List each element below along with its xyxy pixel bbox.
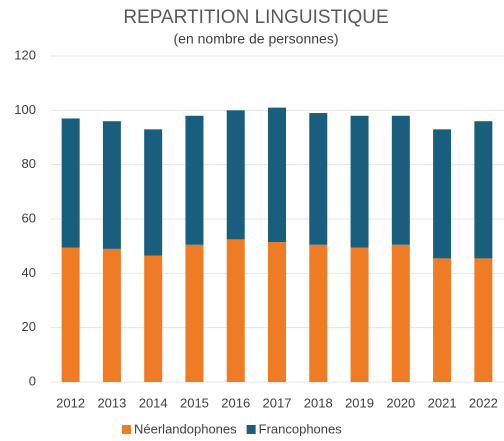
bar-segment	[102, 248, 121, 382]
bar-segment	[350, 247, 369, 382]
bar-segment	[268, 242, 286, 382]
x-tick-label: 2014	[139, 395, 168, 410]
bar-segment	[309, 113, 328, 245]
y-tick-label: 20	[22, 319, 36, 334]
bar-segment	[144, 129, 163, 256]
y-tick-label: 40	[22, 265, 36, 280]
bar-segment	[226, 110, 245, 240]
bar-segment	[144, 255, 163, 382]
x-tick-label: 2016	[221, 395, 250, 410]
bar-segment	[309, 244, 328, 382]
bar-segment	[391, 115, 410, 245]
bar-segment	[185, 244, 204, 382]
x-tick-label: 2018	[304, 395, 333, 410]
bar-segment	[226, 239, 245, 382]
chart-title: REPARTITION LINGUISTIQUE	[123, 7, 388, 28]
bar-segment	[474, 121, 493, 259]
x-tick-label: 2022	[469, 395, 498, 410]
y-tick-label: 120	[14, 47, 36, 62]
legend-label: Néerlandophones	[134, 421, 237, 436]
bar-segment	[433, 258, 452, 382]
bar-segment	[350, 115, 369, 248]
bar-segment	[185, 115, 204, 245]
chart-subtitle: (en nombre de personnes)	[174, 31, 339, 47]
x-tick-label: 2019	[345, 395, 374, 410]
x-tick-label: 2015	[180, 395, 209, 410]
x-tick-label: 2013	[97, 395, 126, 410]
y-tick-label: 60	[22, 210, 36, 225]
bar-segment	[391, 244, 410, 382]
bar-segment	[102, 121, 121, 249]
bar-segment	[61, 118, 80, 248]
bar-segment	[433, 129, 452, 259]
bar-segment	[61, 247, 80, 382]
x-tick-label: 2012	[56, 395, 85, 410]
bar-segment	[268, 107, 286, 243]
y-tick-label: 100	[14, 102, 36, 117]
x-tick-label: 2021	[428, 395, 457, 410]
bar-segment	[474, 258, 493, 382]
y-tick-label: 80	[22, 156, 36, 171]
legend-label: Francophones	[259, 421, 343, 436]
y-tick-label: 0	[29, 373, 36, 388]
x-tick-label: 2017	[263, 395, 292, 410]
x-tick-label: 2020	[386, 395, 415, 410]
legend-swatch	[246, 425, 256, 434]
legend-swatch	[122, 425, 131, 434]
